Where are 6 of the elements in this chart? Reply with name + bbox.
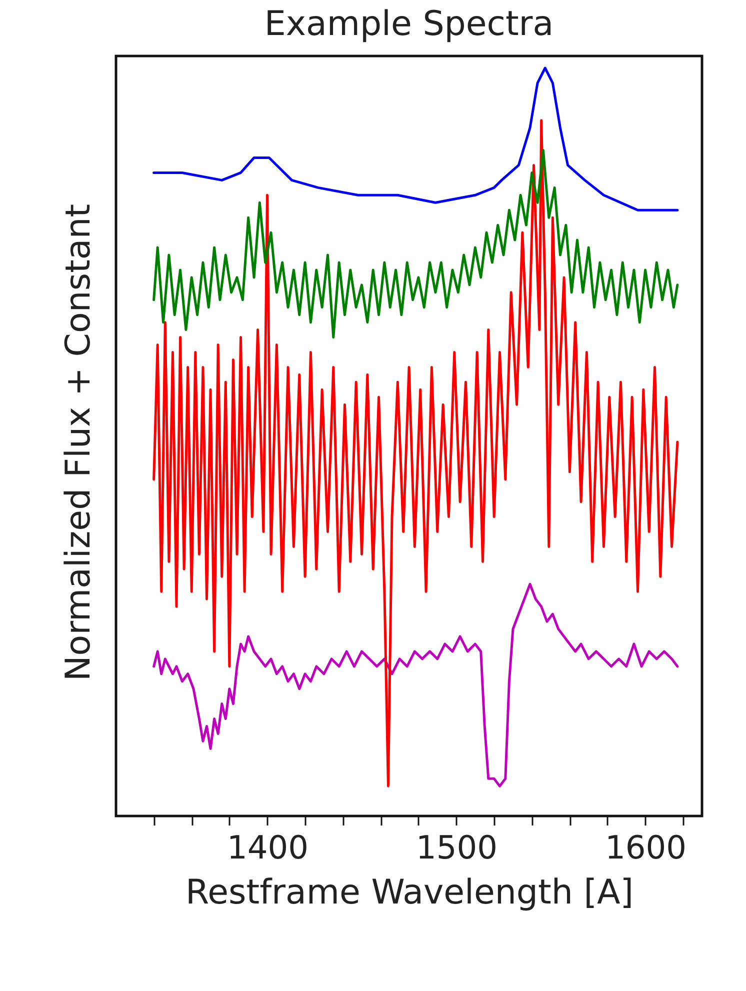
x-tick-label: 1500 [416, 828, 498, 866]
x-tick-label: 1600 [605, 828, 687, 866]
x-axis-title: Restframe Wavelength [A] [186, 872, 634, 912]
x-tick-label: 1400 [227, 828, 308, 866]
chart-title: Example Spectra [264, 4, 554, 44]
y-axis-title: Normalized Flux + Constant [58, 204, 98, 682]
